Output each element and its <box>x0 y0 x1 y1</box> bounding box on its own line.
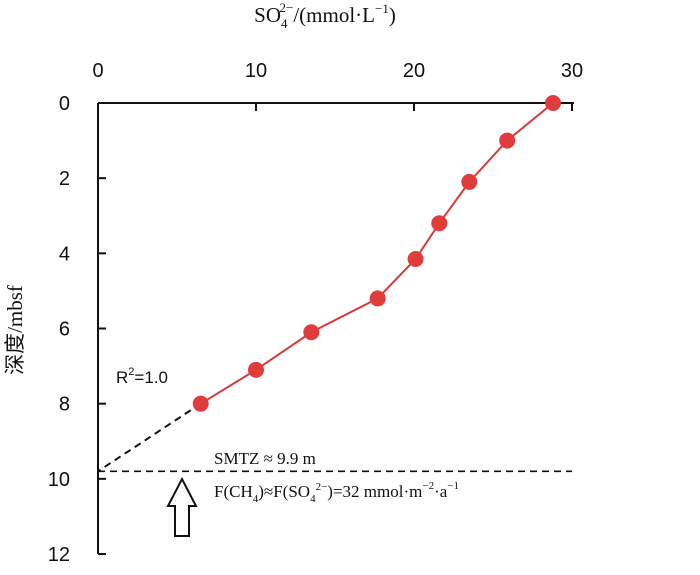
y-tick-label: 8 <box>59 394 70 416</box>
y-tick-label: 12 <box>48 544 70 566</box>
x-axis-title-close: ) <box>389 3 396 27</box>
x-tick-label: 20 <box>403 60 425 82</box>
sulfate-series-points <box>192 95 562 412</box>
y-tick-label: 6 <box>59 319 70 341</box>
flux-part2: )≈F(SO <box>258 482 310 501</box>
flux-annotation: F(CH4)≈F(SO42−)=32 mmol·m−2·a−1 <box>214 480 459 505</box>
x-axis-title: SO42−/(mmol·L−1) <box>254 0 396 31</box>
data-point <box>545 95 562 111</box>
y-tick-label: 0 <box>59 93 70 115</box>
x-axis-title-sub: 4 <box>281 16 288 31</box>
flux-part3-sup: −2 <box>422 480 434 492</box>
data-point <box>431 215 448 232</box>
sulfate-series-line <box>200 102 554 405</box>
x-tick-label: 0 <box>92 60 103 82</box>
x-axis-title-rest-sup: −1 <box>375 1 389 16</box>
r-squared-label: R2=1.0 <box>116 366 168 387</box>
flux-part2-sup: 2− <box>316 481 328 493</box>
y-tick-label: 10 <box>48 469 70 491</box>
flux-part4: ·a <box>434 482 448 501</box>
regression-extension-line <box>97 402 202 473</box>
flux-part2-sub: 4 <box>310 493 316 505</box>
x-tick-label: 30 <box>561 60 583 82</box>
y-tick-label: 4 <box>59 243 70 265</box>
x-axis-ticks: 0 10 20 30 <box>92 60 583 111</box>
flux-part1: F(CH <box>214 482 253 501</box>
r-squared-base: R <box>116 368 128 387</box>
x-axis-title-rest: /(mmol·L <box>293 3 375 27</box>
flux-part3: )=32 mmol·m <box>327 482 422 501</box>
r-squared-rest: =1.0 <box>134 368 168 387</box>
data-point <box>303 324 320 341</box>
data-point <box>461 173 478 190</box>
y-axis-ticks: 0 2 4 6 8 10 12 <box>48 93 106 566</box>
smtz-annotation: SMTZ ≈ 9.9 m <box>214 449 316 468</box>
data-point <box>192 395 209 412</box>
y-axis-title: 深度/mbsf <box>3 285 27 375</box>
r-squared-sup: 2 <box>128 366 134 378</box>
data-point <box>248 361 264 378</box>
flux-part1-sub: 4 <box>253 493 259 505</box>
x-axis-title-sup: 2− <box>280 0 294 15</box>
x-tick-label: 10 <box>245 60 267 82</box>
x-axis-title-prefix: SO <box>254 3 281 27</box>
upward-flux-arrow-icon <box>166 476 198 537</box>
y-tick-label: 2 <box>59 168 70 190</box>
flux-part4-sup: −1 <box>447 480 459 492</box>
data-point <box>407 250 424 267</box>
data-point <box>369 290 386 307</box>
data-point <box>499 132 516 149</box>
